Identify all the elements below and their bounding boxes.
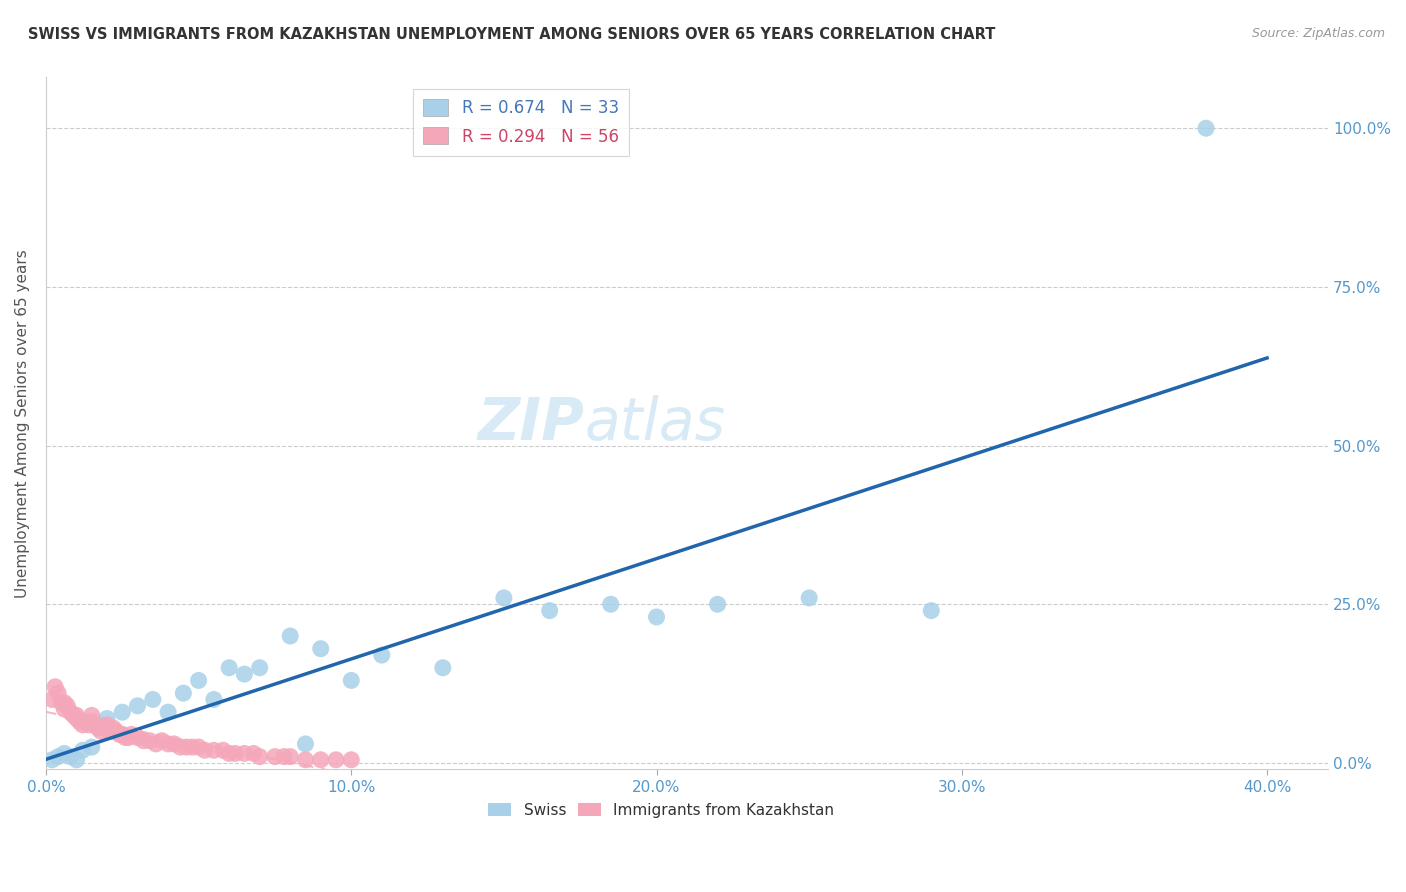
Point xyxy=(340,673,363,688)
Point xyxy=(599,597,621,611)
Point xyxy=(62,708,84,723)
Point xyxy=(233,747,256,761)
Point xyxy=(90,724,112,739)
Point xyxy=(194,743,217,757)
Point xyxy=(187,673,209,688)
Point xyxy=(218,747,240,761)
Point xyxy=(53,702,76,716)
Legend: Swiss, Immigrants from Kazakhstan: Swiss, Immigrants from Kazakhstan xyxy=(482,797,841,824)
Point xyxy=(72,743,94,757)
Point xyxy=(799,591,821,605)
Text: ZIP: ZIP xyxy=(478,395,585,452)
Point xyxy=(249,661,271,675)
Point xyxy=(145,737,167,751)
Point xyxy=(46,686,69,700)
Point xyxy=(309,753,332,767)
Point xyxy=(44,680,66,694)
Point xyxy=(41,753,63,767)
Point xyxy=(127,698,149,713)
Text: atlas: atlas xyxy=(585,395,725,452)
Point xyxy=(59,749,82,764)
Point xyxy=(172,686,194,700)
Point xyxy=(41,692,63,706)
Y-axis label: Unemployment Among Seniors over 65 years: Unemployment Among Seniors over 65 years xyxy=(15,249,30,598)
Point xyxy=(150,733,173,747)
Point xyxy=(224,747,246,761)
Point xyxy=(117,731,139,745)
Point xyxy=(111,727,134,741)
Point xyxy=(706,597,728,611)
Point xyxy=(53,696,76,710)
Point xyxy=(242,747,264,761)
Point xyxy=(80,740,103,755)
Point xyxy=(538,604,561,618)
Point xyxy=(157,705,180,719)
Point xyxy=(105,724,128,739)
Point xyxy=(77,718,100,732)
Text: Source: ZipAtlas.com: Source: ZipAtlas.com xyxy=(1251,27,1385,40)
Point xyxy=(53,747,76,761)
Point xyxy=(294,737,316,751)
Point xyxy=(294,753,316,767)
Point xyxy=(492,591,515,605)
Point xyxy=(278,749,301,764)
Point xyxy=(340,753,363,767)
Point xyxy=(309,641,332,656)
Point xyxy=(80,714,103,729)
Point xyxy=(325,753,347,767)
Point xyxy=(187,740,209,755)
Point xyxy=(163,737,186,751)
Point xyxy=(59,705,82,719)
Point xyxy=(176,740,198,755)
Point xyxy=(96,718,118,732)
Point xyxy=(1195,121,1218,136)
Point xyxy=(218,661,240,675)
Point xyxy=(920,604,942,618)
Point xyxy=(51,696,73,710)
Point xyxy=(273,749,295,764)
Point xyxy=(96,712,118,726)
Point xyxy=(108,727,131,741)
Point xyxy=(202,692,225,706)
Point xyxy=(120,727,142,741)
Point xyxy=(90,718,112,732)
Point xyxy=(157,737,180,751)
Point xyxy=(46,749,69,764)
Point xyxy=(142,692,165,706)
Point xyxy=(139,733,162,747)
Point xyxy=(181,740,204,755)
Point xyxy=(132,733,155,747)
Point xyxy=(169,740,191,755)
Point xyxy=(127,731,149,745)
Point xyxy=(278,629,301,643)
Point xyxy=(93,721,115,735)
Point xyxy=(87,721,110,735)
Point xyxy=(264,749,287,764)
Point xyxy=(75,714,97,729)
Point xyxy=(72,718,94,732)
Point xyxy=(371,648,394,662)
Point xyxy=(432,661,454,675)
Point xyxy=(202,743,225,757)
Point xyxy=(645,610,668,624)
Point xyxy=(65,708,87,723)
Point xyxy=(65,753,87,767)
Text: SWISS VS IMMIGRANTS FROM KAZAKHSTAN UNEMPLOYMENT AMONG SENIORS OVER 65 YEARS COR: SWISS VS IMMIGRANTS FROM KAZAKHSTAN UNEM… xyxy=(28,27,995,42)
Point xyxy=(98,724,121,739)
Point xyxy=(80,708,103,723)
Point xyxy=(101,721,124,735)
Point xyxy=(212,743,235,757)
Point xyxy=(69,714,91,729)
Point xyxy=(83,718,105,732)
Point xyxy=(249,749,271,764)
Point xyxy=(65,712,87,726)
Point xyxy=(111,705,134,719)
Point xyxy=(56,698,79,713)
Point xyxy=(114,731,136,745)
Point xyxy=(233,667,256,681)
